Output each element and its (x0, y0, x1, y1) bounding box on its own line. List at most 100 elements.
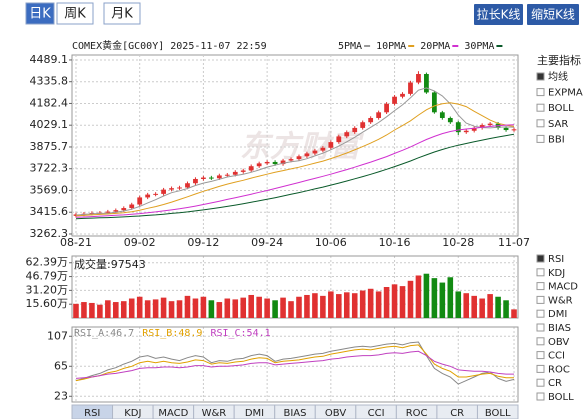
radio-box[interactable] (536, 119, 545, 128)
volume-bar (136, 296, 143, 318)
x-tick-label: 10-28 (442, 236, 474, 249)
radio-box[interactable] (536, 323, 545, 332)
candle-body (336, 136, 342, 143)
sub-indicator-option[interactable]: RSI (548, 254, 564, 265)
main-indicator-option[interactable]: EXPMA (548, 88, 583, 99)
period-tab-label[interactable]: 日K (29, 7, 51, 22)
radio-box[interactable] (536, 309, 545, 318)
bottom-tab-label[interactable]: KDJ (124, 408, 141, 419)
volume-bar (407, 280, 414, 318)
volume-bar (152, 299, 159, 318)
bottom-tab-label[interactable]: BOLL (485, 408, 511, 419)
candle-body (455, 122, 461, 133)
volume-bar (192, 298, 199, 318)
indicator-line (75, 341, 515, 385)
volume-bar (264, 298, 270, 318)
sub-indicator-option[interactable]: BIAS (548, 323, 571, 334)
radio-box[interactable] (536, 364, 545, 373)
radio-box[interactable] (536, 295, 545, 304)
candle-body (431, 92, 437, 113)
bottom-tab-label[interactable]: BIAS (284, 408, 307, 419)
sub-indicator-option[interactable]: DMI (548, 309, 567, 320)
volume-bar (176, 300, 183, 318)
volume-bar (304, 294, 310, 318)
plot-frame (71, 255, 519, 319)
sub-indicator-option[interactable]: W&R (548, 295, 573, 306)
plot-frame (71, 326, 519, 403)
candle-body (129, 204, 135, 209)
bottom-tab-label[interactable]: W&R (202, 408, 227, 419)
period-tab[interactable] (56, 2, 94, 25)
radio-box[interactable] (536, 282, 545, 291)
candle-body (145, 194, 151, 198)
candle-body (463, 130, 469, 133)
candle-body (479, 125, 485, 128)
y-tick-label: 23 (54, 389, 68, 402)
sub-indicator-option[interactable]: CR (548, 378, 562, 389)
volume-bar (471, 295, 477, 318)
indicator-line (75, 102, 515, 217)
volume-bar (128, 298, 135, 318)
bottom-tab[interactable] (476, 404, 519, 419)
radio-box[interactable] (536, 392, 545, 401)
radio-box[interactable] (536, 351, 545, 360)
period-tab-label[interactable]: 周K (64, 7, 86, 22)
zoom-button-label[interactable]: 缩短K线 (531, 7, 575, 22)
zoom-button[interactable] (527, 4, 579, 25)
y-tick-label: 46.79万 (26, 270, 69, 283)
zoom-button[interactable] (474, 4, 523, 25)
x-tick-label: 09-12 (187, 236, 219, 249)
radio-box[interactable] (536, 72, 545, 81)
main-indicator-option[interactable]: SAR (548, 119, 568, 130)
candle-body (408, 82, 413, 94)
period-tab[interactable] (25, 2, 55, 25)
candle-body (248, 166, 254, 171)
bottom-tab-label[interactable]: DMI (245, 408, 264, 419)
candle-body (503, 127, 509, 131)
radio-box[interactable] (536, 254, 545, 263)
bottom-tab-label[interactable]: OBV (325, 408, 346, 419)
main-indicator-option[interactable]: 均线 (548, 70, 568, 83)
bottom-tab-label[interactable]: ROC (406, 408, 428, 419)
volume-bar (120, 301, 127, 318)
candle-body (471, 127, 477, 131)
legend-label: RSI_B:48.9 (142, 328, 202, 339)
sub-indicator-option[interactable]: CCI (548, 351, 565, 362)
radio-box[interactable] (536, 88, 545, 97)
candle-body (224, 174, 230, 176)
bottom-tab-label[interactable]: CCI (368, 408, 385, 419)
bottom-tab-label[interactable]: RSI (84, 408, 100, 419)
radio-box[interactable] (536, 268, 545, 277)
candle-body (296, 156, 302, 160)
candle-body (264, 161, 270, 164)
zoom-button-label[interactable]: 拉长K线 (477, 7, 521, 22)
volume-bar (511, 309, 517, 318)
volume-bar (224, 298, 231, 318)
bottom-tab-label[interactable]: CR (450, 408, 464, 419)
sub-indicator-option[interactable]: BOLL (548, 392, 574, 403)
radio-box[interactable] (536, 103, 545, 112)
radio-box[interactable] (536, 337, 545, 346)
sub-indicator-option[interactable]: KDJ (548, 268, 565, 279)
main-indicator-option[interactable]: BOLL (548, 103, 574, 114)
radio-box[interactable] (536, 134, 545, 143)
period-tab-label[interactable]: 月K (111, 7, 133, 22)
volume-bar (431, 278, 438, 318)
sub-indicator-option[interactable]: OBV (548, 337, 569, 348)
main-indicator-option[interactable]: BBI (548, 134, 565, 145)
radio-box[interactable] (536, 378, 545, 387)
sub-indicator-option[interactable]: MACD (548, 282, 578, 293)
candle-body (105, 211, 111, 213)
legend-label: 30PMA (464, 41, 494, 52)
bottom-tab-label[interactable]: MACD (158, 408, 188, 419)
period-tab[interactable] (103, 2, 141, 25)
candle-body (280, 160, 286, 165)
x-tick-label: 08-21 (60, 236, 92, 249)
y-tick-label: 3569.0 (30, 183, 69, 196)
volume-bar (105, 300, 111, 318)
candle-body (424, 74, 429, 93)
candle-body (384, 103, 389, 113)
candle-body (368, 117, 374, 123)
volume-bar (495, 296, 501, 318)
sub-indicator-option[interactable]: ROC (548, 364, 570, 375)
